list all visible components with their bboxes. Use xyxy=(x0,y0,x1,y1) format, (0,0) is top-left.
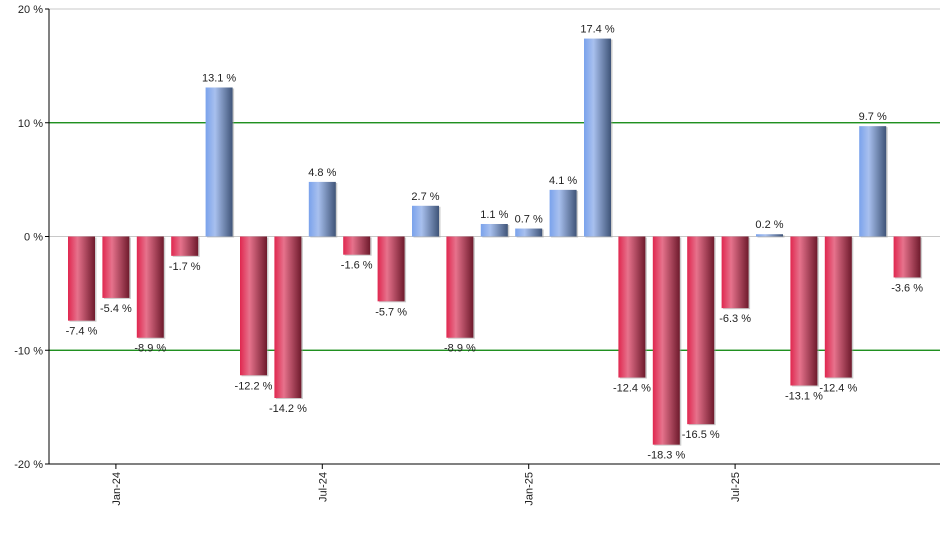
bar xyxy=(136,236,164,338)
y-tick-label: -20 % xyxy=(14,459,43,471)
bar xyxy=(171,236,199,256)
data-label: -13.1 % xyxy=(785,391,823,403)
data-label: 17.4 % xyxy=(580,24,614,36)
x-tick-label: Jan-25 xyxy=(524,472,536,506)
data-label: -8.9 % xyxy=(444,343,476,355)
bar xyxy=(687,236,715,425)
bar xyxy=(652,236,680,445)
data-label: 0.2 % xyxy=(755,219,783,231)
y-tick-label: 10 % xyxy=(18,118,43,130)
bar xyxy=(824,236,852,378)
data-label: 13.1 % xyxy=(202,72,236,84)
data-label: -18.3 % xyxy=(647,450,685,462)
data-label: -5.7 % xyxy=(375,306,407,318)
bar xyxy=(446,236,474,338)
data-label: -5.4 % xyxy=(100,303,132,315)
data-label: -3.6 % xyxy=(891,282,923,294)
data-label: -8.9 % xyxy=(134,343,166,355)
data-label: -14.2 % xyxy=(269,403,307,415)
data-label: -12.4 % xyxy=(613,383,651,395)
data-label: 0.7 % xyxy=(515,214,543,226)
bar xyxy=(721,236,749,309)
data-label: -1.7 % xyxy=(169,261,201,273)
bar xyxy=(515,228,543,237)
bar xyxy=(308,181,336,237)
data-label: -12.4 % xyxy=(819,383,857,395)
y-tick-label: 20 % xyxy=(18,4,43,16)
y-tick-label: -10 % xyxy=(14,345,43,357)
y-tick-label: 0 % xyxy=(24,232,43,244)
data-label: 9.7 % xyxy=(859,111,887,123)
bar xyxy=(343,236,371,255)
data-label: -7.4 % xyxy=(66,326,98,338)
x-tick-label: Jul-24 xyxy=(317,472,329,502)
x-tick-label: Jan-24 xyxy=(111,472,123,506)
data-label: -1.6 % xyxy=(341,260,373,272)
bar xyxy=(618,236,646,378)
bar xyxy=(274,236,302,399)
bar xyxy=(584,38,611,237)
bar xyxy=(412,205,439,237)
bar xyxy=(102,236,130,298)
bar xyxy=(68,236,95,321)
data-label: -6.3 % xyxy=(719,313,751,325)
x-tick-label: Jul-25 xyxy=(730,472,742,502)
data-label: -16.5 % xyxy=(682,429,720,441)
data-label: 1.1 % xyxy=(480,209,508,221)
bar xyxy=(205,87,233,237)
bar xyxy=(790,236,818,386)
data-label: -12.2 % xyxy=(235,380,273,392)
bar xyxy=(480,223,508,237)
data-label: 2.7 % xyxy=(411,191,439,203)
data-label: 4.8 % xyxy=(308,167,336,179)
bar xyxy=(377,236,405,302)
bar xyxy=(893,236,921,278)
bar xyxy=(549,189,577,237)
bar xyxy=(859,126,887,237)
bar xyxy=(240,236,267,376)
data-label: 4.1 % xyxy=(549,175,577,187)
bar xyxy=(756,234,783,237)
